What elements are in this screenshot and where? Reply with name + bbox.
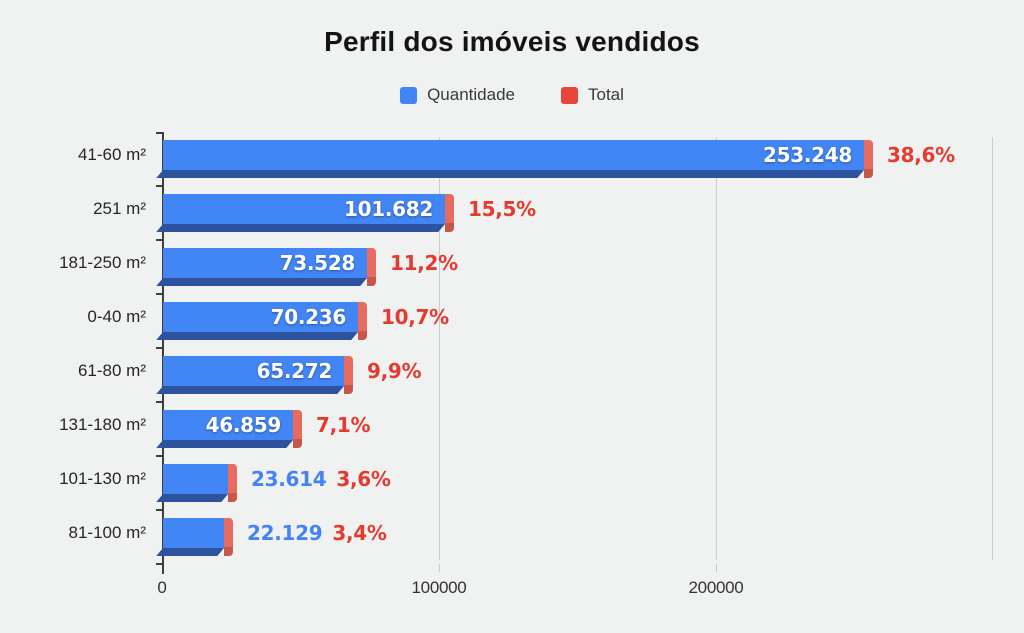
bar-outside-labels: 15,5% [468, 194, 536, 224]
bar-3d-shadow [156, 548, 224, 556]
bar-3d-shadow [156, 332, 358, 340]
bar-total-cap[interactable] [367, 248, 376, 286]
bar-row: 81-100 m² 22.129 3,4% [69, 510, 993, 564]
x-axis-zero-tick [162, 565, 164, 574]
bar-3d-shadow [156, 170, 864, 178]
bar-percent-label: 9,9% [367, 359, 422, 383]
bar-outside-labels: 9,9% [367, 356, 422, 386]
legend-item-quantidade[interactable]: Quantidade [400, 85, 515, 105]
bar-row: 0-40 m² 70.236 10,7% [87, 294, 993, 348]
bar-total-cap[interactable] [224, 518, 233, 556]
bar-3d-shadow [156, 440, 293, 448]
bar-value-label: 70.236 [270, 305, 347, 329]
bar-total-cap[interactable] [445, 194, 454, 232]
y-axis-tick [156, 293, 162, 295]
bar-value-label: 46.859 [205, 413, 282, 437]
bar-quantidade[interactable] [163, 518, 224, 548]
bar-outside-labels: 38,6% [887, 140, 955, 170]
bar-quantidade[interactable]: 70.236 [163, 302, 358, 332]
bar-outside-labels: 10,7% [381, 302, 449, 332]
bar-quantidade[interactable]: 253.248 [163, 140, 864, 170]
bar-total-cap[interactable] [293, 410, 302, 448]
legend-label-quantidade: Quantidade [427, 85, 515, 104]
bar-total-cap[interactable] [344, 356, 353, 394]
bar-value-label: 101.682 [344, 197, 433, 221]
bar-3d-shadow [156, 494, 228, 502]
category-label: 61-80 m² [77, 361, 146, 380]
bar-row: 101-130 m² 23.614 3,6% [59, 456, 993, 510]
y-axis-tick [156, 185, 162, 187]
bar-outside-labels: 23.614 3,6% [251, 464, 391, 494]
x-axis-tick [439, 564, 440, 572]
bar-row: 41-60 m² 253.248 38,6% [78, 132, 993, 186]
bar-percent-label: 10,7% [381, 305, 449, 329]
gridline [992, 137, 993, 560]
bar-value-label: 23.614 [251, 467, 327, 491]
bar-percent-label: 3,6% [336, 467, 391, 491]
y-axis-tick [156, 239, 162, 241]
y-axis-tick [156, 509, 162, 511]
bar-rows: 41-60 m² 253.248 38,6% 251 m² 101.682 15,5% 18… [59, 132, 993, 564]
category-label: 181-250 m² [59, 253, 146, 272]
bar-percent-label: 3,4% [332, 521, 387, 545]
bar-total-cap[interactable] [358, 302, 367, 340]
bar-3d-shadow [156, 386, 344, 394]
gridline [716, 137, 717, 560]
bar-outside-labels: 11,2% [390, 248, 458, 278]
x-axis-labels: 0 100000 200000 [157, 578, 993, 602]
bar-value-label: 65.272 [256, 359, 333, 383]
bar-row: 181-250 m² 73.528 11,2% [59, 240, 993, 294]
legend-item-total[interactable]: Total [560, 85, 624, 105]
bar-outside-labels: 22.129 3,4% [247, 518, 387, 548]
bar-3d-shadow [156, 224, 445, 232]
bar-quantidade[interactable]: 65.272 [163, 356, 344, 386]
x-axis-tick-label: 200000 [688, 578, 744, 597]
bar-quantidade[interactable]: 73.528 [163, 248, 367, 278]
legend-swatch-quantidade-icon [400, 86, 418, 104]
y-axis-line [162, 132, 164, 566]
bar-value-label: 73.528 [279, 251, 356, 275]
legend-label-total: Total [587, 85, 624, 104]
bar-row: 61-80 m² 65.272 9,9% [78, 348, 993, 402]
y-axis-tick [156, 455, 162, 457]
bar-3d-shadow [156, 278, 367, 286]
bar-total-cap[interactable] [228, 464, 237, 502]
gridline [439, 137, 440, 560]
x-axis-tick-label: 0 [157, 578, 167, 597]
category-label: 251 m² [93, 199, 146, 218]
category-label: 0-40 m² [87, 307, 146, 326]
category-label: 101-130 m² [59, 469, 146, 488]
legend: Quantidade Total [0, 85, 1024, 105]
y-axis-tick [156, 401, 162, 403]
bar-quantidade[interactable]: 101.682 [163, 194, 445, 224]
bar-value-label: 253.248 [763, 143, 852, 167]
bar-total-cap[interactable] [864, 140, 873, 178]
category-label: 131-180 m² [59, 415, 146, 434]
category-label: 41-60 m² [77, 145, 146, 164]
legend-swatch-total-icon [560, 86, 578, 104]
bar-value-label: 22.129 [247, 521, 323, 545]
bar-percent-label: 15,5% [468, 197, 536, 221]
category-label: 81-100 m² [68, 523, 146, 542]
bar-outside-labels: 7,1% [316, 410, 371, 440]
chart-title: Perfil dos imóveis vendidos [324, 26, 700, 57]
bar-quantidade[interactable]: 46.859 [163, 410, 293, 440]
bar-percent-label: 7,1% [316, 413, 371, 437]
bar-percent-label: 11,2% [390, 251, 458, 275]
bar-row: 131-180 m² 46.859 7,1% [59, 402, 993, 456]
bar-row: 251 m² 101.682 15,5% [93, 186, 993, 240]
x-axis-tick [716, 564, 717, 572]
plot-area: 41-60 m² 253.248 38,6% 251 m² 101.682 15,5% 18… [59, 132, 993, 597]
y-axis-tick [156, 563, 162, 565]
y-axis-tick [156, 347, 162, 349]
bar-percent-label: 38,6% [887, 143, 955, 167]
y-axis-tick [156, 132, 162, 134]
x-axis-tick-label: 100000 [411, 578, 467, 597]
bar-quantidade[interactable] [163, 464, 228, 494]
